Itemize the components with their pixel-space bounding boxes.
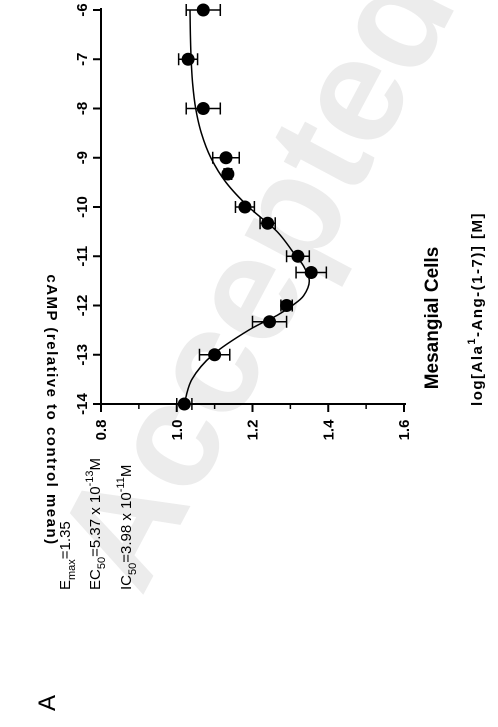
x-axis-ticks: -14 -13 -12 -11 -10 -9 -8 -7 -6: [74, 3, 101, 415]
annotation-emax-sub: max: [66, 559, 78, 580]
data-point: [219, 151, 233, 165]
y-tick-label: 1.2: [245, 420, 262, 441]
x-axis-title-rest: -Ang-(1-7)] [M]: [469, 212, 486, 337]
annotation-ec50-sup: -13: [84, 471, 96, 487]
annotations: Emax=1.35 EC50=5.37 x 10-13M IC50=3.98 x…: [57, 458, 139, 590]
annotation-ic50-unit: M: [118, 465, 135, 478]
data-point: [196, 3, 210, 17]
data-point: [177, 397, 191, 411]
x-axis-title-main: log[Ala: [469, 345, 486, 406]
y-tick-label: 1.0: [169, 420, 186, 441]
y-tick-label: 1.4: [320, 419, 337, 441]
x-tick-label: -8: [74, 102, 91, 115]
annotation-emax-main: E: [57, 580, 74, 590]
x-tick-label: -12: [74, 295, 91, 317]
data-point: [221, 167, 235, 181]
annotation-emax-rest: =1.35: [57, 521, 74, 559]
annotation-ic50-sub: 50: [127, 563, 139, 575]
chart-title: Mesangial Cells: [422, 247, 443, 390]
annotation-ec50-main: EC: [87, 569, 104, 590]
annotation-ec50-sub: 50: [96, 557, 108, 569]
data-point: [291, 249, 305, 263]
x-tick-label: -14: [74, 393, 91, 415]
data-point: [280, 299, 294, 312]
x-tick-label: -13: [74, 344, 91, 366]
data-point: [196, 102, 210, 115]
panel-letter: A: [34, 695, 61, 711]
data-point: [181, 52, 195, 66]
x-tick-label: -9: [74, 151, 91, 164]
annotation-ic50-sup: -11: [115, 477, 127, 492]
x-tick-label: -10: [74, 196, 91, 218]
annotation-ic50: IC50=3.98 x 10-11M: [115, 465, 139, 590]
annotation-ic50-rest: =3.98 x 10: [118, 492, 135, 562]
y-tick-label: 0.8: [93, 420, 110, 441]
fit-curve: [183, 9, 311, 405]
x-tick-label: -6: [74, 3, 91, 16]
y-axis-ticks: 0.8 1.0 1.2 1.4 1.6: [93, 404, 413, 440]
annotation-ec50-unit: M: [87, 458, 104, 471]
data-point: [263, 315, 277, 329]
y-tick-label: 1.6: [396, 420, 413, 441]
x-axis-title: log[Ala1-Ang-(1-7)] [M]: [466, 212, 486, 406]
annotation-emax: Emax=1.35: [57, 521, 78, 590]
x-tick-label: -11: [74, 246, 91, 267]
data-point: [238, 200, 252, 214]
annotation-ec50: EC50=5.37 x 10-13M: [84, 458, 108, 590]
fit-curve-group: [183, 9, 311, 405]
x-tick-label: -7: [74, 53, 91, 66]
data-point: [304, 266, 318, 280]
data-points: [176, 3, 328, 411]
annotation-ic50-main: IC: [118, 575, 135, 590]
x-axis-title-sup: 1: [466, 337, 478, 345]
y-axis-title: cAMP (relative to control mean): [43, 274, 60, 545]
data-point: [261, 216, 275, 230]
data-point: [208, 348, 222, 362]
annotation-ec50-rest: =5.37 x 10: [87, 486, 104, 556]
